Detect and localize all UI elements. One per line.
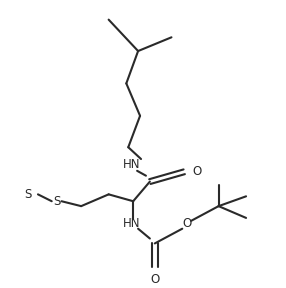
Text: O: O [150,273,159,286]
Text: S: S [53,195,60,208]
Text: O: O [182,217,192,230]
Text: O: O [192,165,201,178]
Text: HN: HN [122,158,140,171]
Text: HN: HN [122,217,140,230]
Text: S: S [25,188,32,201]
